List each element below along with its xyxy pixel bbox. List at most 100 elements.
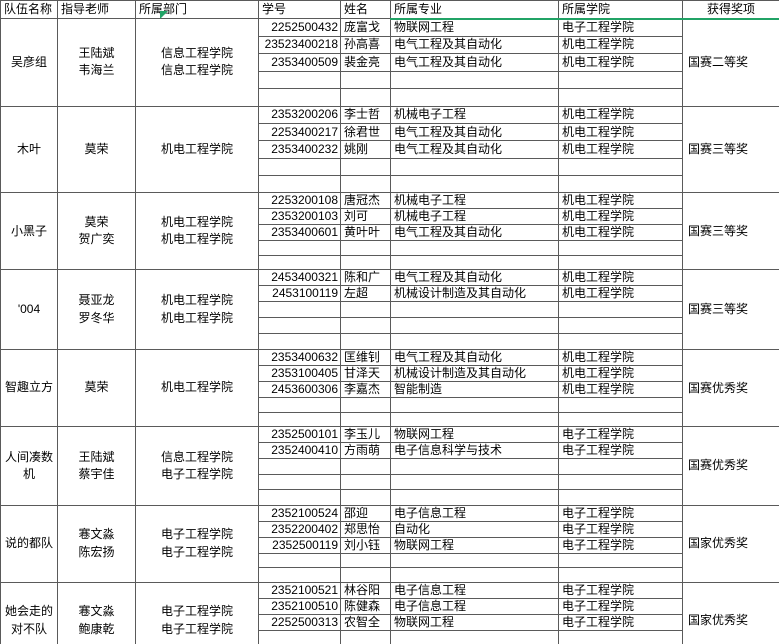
college-cell[interactable]: 机电工程学院 (558, 365, 683, 383)
college-cell[interactable]: 机电工程学院 (558, 208, 683, 226)
major-cell[interactable]: 机械电子工程 (390, 192, 559, 210)
student-name-cell[interactable]: 郑思怡 (340, 520, 391, 538)
student-id-cell[interactable]: 2353400232 (258, 140, 341, 159)
major-cell[interactable]: 电子信息科学与技术 (390, 442, 559, 460)
student-id-cell[interactable]: 2353200206 (258, 105, 341, 124)
student-id-cell[interactable]: 2352200402 (258, 520, 341, 538)
college-cell[interactable] (558, 629, 683, 644)
award-cell[interactable]: 国赛优秀奖 (682, 426, 779, 506)
student-name-cell[interactable]: 李玉儿 (340, 426, 391, 444)
student-name-cell[interactable] (340, 157, 391, 177)
student-id-cell[interactable] (258, 70, 341, 89)
college-cell[interactable]: 电子工程学院 (558, 504, 683, 522)
award-cell[interactable]: 国赛三等奖 (682, 269, 779, 351)
advisors-cell[interactable]: 莫荣 (57, 349, 136, 428)
student-id-cell[interactable]: 2353100405 (258, 365, 341, 383)
college-cell[interactable] (558, 157, 683, 177)
major-cell[interactable]: 电气工程及其自动化 (390, 35, 559, 54)
col-header-department[interactable]: 所属部门 (135, 0, 259, 19)
college-cell[interactable] (558, 411, 683, 428)
major-cell[interactable] (390, 629, 559, 644)
student-name-cell[interactable]: 裴金亮 (340, 53, 391, 72)
student-id-cell[interactable] (258, 489, 341, 506)
student-name-cell[interactable]: 李士哲 (340, 105, 391, 124)
major-cell[interactable]: 电气工程及其自动化 (390, 224, 559, 242)
department-cell[interactable]: 电子工程学院 电子工程学院 (135, 504, 259, 583)
student-name-cell[interactable] (340, 397, 391, 413)
student-name-cell[interactable] (340, 240, 391, 256)
student-name-cell[interactable]: 陈和广 (340, 269, 391, 287)
student-id-cell[interactable]: 2453400321 (258, 269, 341, 287)
major-cell[interactable] (390, 397, 559, 413)
team-name-cell[interactable]: 说的都队 (0, 504, 58, 583)
major-cell[interactable] (390, 567, 559, 583)
student-id-cell[interactable] (258, 88, 341, 107)
college-cell[interactable]: 机电工程学院 (558, 269, 683, 287)
college-cell[interactable]: 机电工程学院 (558, 122, 683, 142)
major-cell[interactable] (390, 489, 559, 506)
college-cell[interactable]: 电子工程学院 (558, 536, 683, 554)
college-cell[interactable]: 电子工程学院 (558, 442, 683, 460)
award-cell[interactable]: 国赛二等奖 (682, 18, 779, 107)
student-name-cell[interactable] (340, 458, 391, 475)
award-cell[interactable]: 国赛三等奖 (682, 105, 779, 194)
college-cell[interactable]: 机电工程学院 (558, 35, 683, 54)
student-name-cell[interactable] (340, 317, 391, 335)
college-cell[interactable] (558, 489, 683, 506)
student-name-cell[interactable] (340, 301, 391, 319)
department-cell[interactable]: 机电工程学院 机电工程学院 (135, 269, 259, 351)
student-id-cell[interactable] (258, 567, 341, 583)
award-cell[interactable]: 国赛三等奖 (682, 192, 779, 271)
major-cell[interactable] (390, 254, 559, 271)
department-cell[interactable]: 信息工程学院 信息工程学院 (135, 18, 259, 107)
student-name-cell[interactable]: 陈健森 (340, 597, 391, 615)
student-id-cell[interactable]: 2353400601 (258, 224, 341, 242)
student-id-cell[interactable] (258, 333, 341, 351)
major-cell[interactable] (390, 157, 559, 177)
col-header-award[interactable]: 获得奖项 (682, 0, 779, 19)
team-name-cell[interactable]: 小黑子 (0, 192, 58, 271)
college-cell[interactable]: 电子工程学院 (558, 18, 683, 37)
student-id-cell[interactable]: 2352100510 (258, 597, 341, 615)
student-id-cell[interactable] (258, 473, 341, 491)
college-cell[interactable]: 机电工程学院 (558, 53, 683, 72)
student-name-cell[interactable]: 黄叶叶 (340, 224, 391, 242)
college-cell[interactable] (558, 240, 683, 256)
student-id-cell[interactable] (258, 254, 341, 271)
student-name-cell[interactable]: 甘泽天 (340, 365, 391, 383)
student-name-cell[interactable] (340, 70, 391, 89)
major-cell[interactable]: 机械设计制造及其自动化 (390, 285, 559, 303)
major-cell[interactable]: 物联网工程 (390, 613, 559, 631)
advisors-cell[interactable]: 王陆斌 韦海兰 (57, 18, 136, 107)
college-cell[interactable]: 电子工程学院 (558, 520, 683, 538)
team-name-cell[interactable]: 木叶 (0, 105, 58, 194)
team-name-cell[interactable]: 人间凑数机 (0, 426, 58, 506)
student-id-cell[interactable]: 23523400218 (258, 35, 341, 54)
award-cell[interactable]: 国赛优秀奖 (682, 349, 779, 428)
major-cell[interactable] (390, 552, 559, 569)
student-id-cell[interactable] (258, 175, 341, 194)
major-cell[interactable]: 机械电子工程 (390, 208, 559, 226)
college-cell[interactable] (558, 88, 683, 107)
major-cell[interactable] (390, 301, 559, 319)
student-name-cell[interactable] (340, 629, 391, 644)
advisors-cell[interactable]: 王陆斌 蔡宇佳 (57, 426, 136, 506)
major-cell[interactable]: 电气工程及其自动化 (390, 53, 559, 72)
student-name-cell[interactable]: 徐君世 (340, 122, 391, 142)
team-name-cell[interactable]: 她会走的对不队 (0, 581, 58, 644)
award-cell[interactable]: 国家优秀奖 (682, 504, 779, 583)
advisors-cell[interactable]: 聂亚龙 罗冬华 (57, 269, 136, 351)
student-id-cell[interactable]: 2352500119 (258, 536, 341, 554)
student-name-cell[interactable]: 匡维钊 (340, 349, 391, 367)
major-cell[interactable]: 机械设计制造及其自动化 (390, 365, 559, 383)
college-cell[interactable]: 电子工程学院 (558, 613, 683, 631)
college-cell[interactable] (558, 458, 683, 475)
major-cell[interactable]: 电气工程及其自动化 (390, 269, 559, 287)
col-header-college[interactable]: 所属学院 (558, 0, 683, 19)
college-cell[interactable]: 电子工程学院 (558, 426, 683, 444)
student-id-cell[interactable]: 2253200108 (258, 192, 341, 210)
student-id-cell[interactable]: 2253400217 (258, 122, 341, 142)
department-cell[interactable]: 信息工程学院 电子工程学院 (135, 426, 259, 506)
student-name-cell[interactable] (340, 333, 391, 351)
student-name-cell[interactable]: 姚刚 (340, 140, 391, 159)
